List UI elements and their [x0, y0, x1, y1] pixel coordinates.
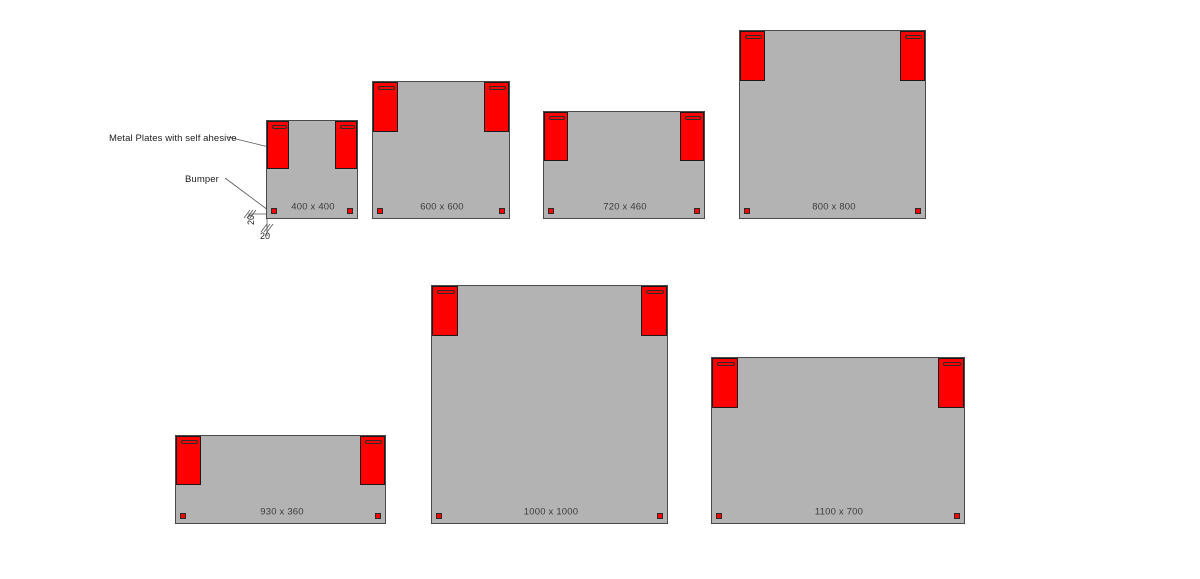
metal-plate-top-left[interactable]: [432, 286, 458, 336]
metal-plate-top-left[interactable]: [544, 112, 568, 161]
metal-plate-top-right[interactable]: [641, 286, 667, 336]
metal-plate-top-left[interactable]: [740, 31, 765, 81]
metal-plate-top-right[interactable]: [938, 358, 964, 408]
plate-slot-icon: [745, 35, 762, 39]
dimension-label-vertical: 20: [246, 214, 256, 225]
panel-400x400[interactable]: 400 x 400: [266, 120, 358, 219]
panel-size-label: 600 x 600: [420, 201, 464, 213]
plate-slot-icon: [437, 290, 455, 294]
plate-slot-icon: [378, 86, 395, 90]
bumper-bottom-right[interactable]: [915, 208, 921, 214]
bumper-bottom-right[interactable]: [347, 208, 353, 214]
bumper-leader-line: [224, 177, 273, 214]
metal-plate-top-right[interactable]: [335, 121, 357, 169]
bumper-bottom-left[interactable]: [744, 208, 750, 214]
panel-600x600[interactable]: 600 x 600: [372, 81, 510, 219]
bumper-bottom-left[interactable]: [377, 208, 383, 214]
bumper-bottom-right[interactable]: [375, 513, 381, 519]
metal-plate-top-left[interactable]: [712, 358, 738, 408]
plate-slot-icon: [549, 116, 565, 120]
metal-plate-top-left[interactable]: [267, 121, 289, 169]
bumper-bottom-right[interactable]: [954, 513, 960, 519]
metal-plate-top-right[interactable]: [900, 31, 925, 81]
bumper-bottom-left[interactable]: [436, 513, 442, 519]
panel-size-label: 1100 x 700: [814, 506, 864, 518]
panel-800x800[interactable]: 800 x 800: [739, 30, 926, 219]
panel-1100x700[interactable]: 1100 x 700: [711, 357, 965, 524]
panel-930x360[interactable]: 930 x 360: [175, 435, 386, 524]
metal-plate-top-right[interactable]: [680, 112, 704, 161]
plate-slot-icon: [365, 440, 382, 444]
bumper-bottom-right[interactable]: [657, 513, 663, 519]
plate-slot-icon: [905, 35, 922, 39]
plate-slot-icon: [685, 116, 701, 120]
panel-1000x1000[interactable]: 1000 x 1000: [431, 285, 668, 524]
metal-plate-top-left[interactable]: [176, 436, 201, 485]
bumper-bottom-left[interactable]: [716, 513, 722, 519]
panel-720x460[interactable]: 720 x 460: [543, 111, 705, 219]
bumper-bottom-right[interactable]: [694, 208, 700, 214]
panel-size-label: 1000 x 1000: [523, 506, 579, 518]
panel-size-label: 400 x 400: [291, 201, 335, 213]
plate-slot-icon: [272, 125, 287, 129]
plate-slot-icon: [943, 362, 961, 366]
plate-slot-icon: [717, 362, 735, 366]
metal-plate-top-left[interactable]: [373, 82, 398, 132]
panel-size-label: 930 x 360: [260, 506, 304, 518]
metal-plates-callout-label: Metal Plates with self ahesive: [109, 133, 237, 144]
plate-slot-icon: [646, 290, 664, 294]
panel-size-label: 720 x 460: [603, 201, 647, 213]
bumper-bottom-right[interactable]: [499, 208, 505, 214]
panel-size-label: 800 x 800: [812, 201, 856, 213]
metal-plate-top-right[interactable]: [484, 82, 509, 132]
bumper-bottom-left[interactable]: [180, 513, 186, 519]
bumper-bottom-left[interactable]: [271, 208, 277, 214]
dimension-label-horizontal: 20: [260, 231, 271, 241]
bumper-bottom-left[interactable]: [548, 208, 554, 214]
plate-slot-icon: [340, 125, 355, 129]
metal-plate-top-right[interactable]: [360, 436, 385, 485]
bumper-callout-label: Bumper: [185, 174, 219, 185]
plate-slot-icon: [181, 440, 198, 444]
plate-slot-icon: [489, 86, 506, 90]
